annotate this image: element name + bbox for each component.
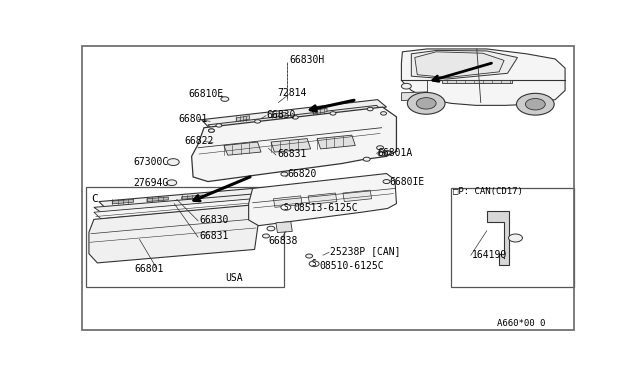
Circle shape [383, 150, 390, 154]
Circle shape [381, 112, 387, 115]
Circle shape [216, 124, 222, 127]
Polygon shape [271, 139, 310, 152]
Text: 16419Q: 16419Q [472, 249, 507, 259]
Text: 08510-6125C: 08510-6125C [319, 261, 384, 271]
Text: 66822: 66822 [184, 137, 214, 147]
Polygon shape [273, 112, 286, 118]
Polygon shape [343, 190, 372, 202]
Polygon shape [401, 49, 565, 105]
Circle shape [306, 254, 312, 258]
Polygon shape [273, 196, 302, 207]
Bar [451, 189, 573, 287]
Polygon shape [401, 92, 428, 100]
Circle shape [167, 158, 179, 166]
Circle shape [330, 112, 336, 115]
Polygon shape [94, 199, 257, 219]
Text: A660*00 0: A660*00 0 [497, 318, 545, 328]
Circle shape [383, 180, 390, 183]
Circle shape [255, 120, 260, 123]
Text: 66810E: 66810E [188, 89, 223, 99]
Circle shape [385, 151, 392, 155]
Circle shape [367, 108, 373, 111]
Text: USA: USA [225, 273, 243, 283]
Bar [86, 187, 284, 287]
Circle shape [209, 129, 214, 132]
Circle shape [281, 205, 291, 210]
Text: 66838: 66838 [269, 236, 298, 246]
Text: C: C [91, 195, 98, 205]
Polygon shape [147, 197, 168, 202]
Polygon shape [182, 195, 203, 199]
Polygon shape [249, 173, 396, 226]
Circle shape [281, 172, 288, 176]
Text: S: S [312, 259, 316, 268]
Circle shape [516, 93, 554, 115]
Circle shape [209, 129, 214, 132]
Circle shape [525, 99, 545, 110]
Text: 66801: 66801 [178, 114, 207, 124]
Circle shape [262, 234, 269, 238]
Polygon shape [276, 222, 292, 232]
Polygon shape [412, 50, 518, 79]
Circle shape [267, 226, 275, 231]
Text: 27694G: 27694G [134, 178, 169, 188]
Circle shape [167, 180, 177, 186]
Polygon shape [308, 193, 337, 205]
Polygon shape [89, 205, 260, 263]
Polygon shape [94, 194, 257, 212]
Text: S: S [284, 203, 288, 212]
Text: 66831: 66831 [199, 231, 228, 241]
Circle shape [292, 116, 298, 119]
Circle shape [376, 146, 383, 150]
Circle shape [416, 97, 436, 109]
Polygon shape [112, 199, 134, 204]
Polygon shape [486, 211, 509, 265]
Circle shape [364, 157, 370, 161]
Text: 67300C: 67300C [134, 157, 169, 167]
Text: 6680IE: 6680IE [390, 177, 425, 187]
Circle shape [221, 97, 229, 101]
Circle shape [509, 234, 522, 242]
Circle shape [309, 261, 319, 267]
Text: 08513-6125C: 08513-6125C [293, 203, 358, 213]
Polygon shape [442, 80, 511, 83]
Polygon shape [191, 107, 396, 182]
Polygon shape [317, 135, 355, 149]
Polygon shape [415, 52, 504, 78]
Polygon shape [202, 100, 387, 128]
Text: 66801A: 66801A [378, 148, 413, 158]
Polygon shape [224, 142, 261, 155]
Text: 66830H: 66830H [289, 55, 324, 65]
Circle shape [407, 93, 445, 114]
Circle shape [378, 152, 385, 156]
Text: 66830: 66830 [266, 110, 296, 120]
Text: □P: CAN(CD17): □P: CAN(CD17) [453, 187, 523, 196]
Text: 72814: 72814 [277, 88, 307, 98]
Text: 66801: 66801 [134, 264, 164, 274]
Text: 66820: 66820 [287, 169, 317, 179]
Text: 66830: 66830 [199, 215, 228, 225]
Text: 25238P [CAN]: 25238P [CAN] [330, 246, 401, 256]
Polygon shape [313, 108, 327, 114]
Circle shape [401, 83, 412, 89]
Text: 66831: 66831 [277, 149, 307, 159]
Polygon shape [208, 105, 381, 130]
Polygon shape [99, 189, 259, 207]
Polygon shape [236, 116, 250, 121]
